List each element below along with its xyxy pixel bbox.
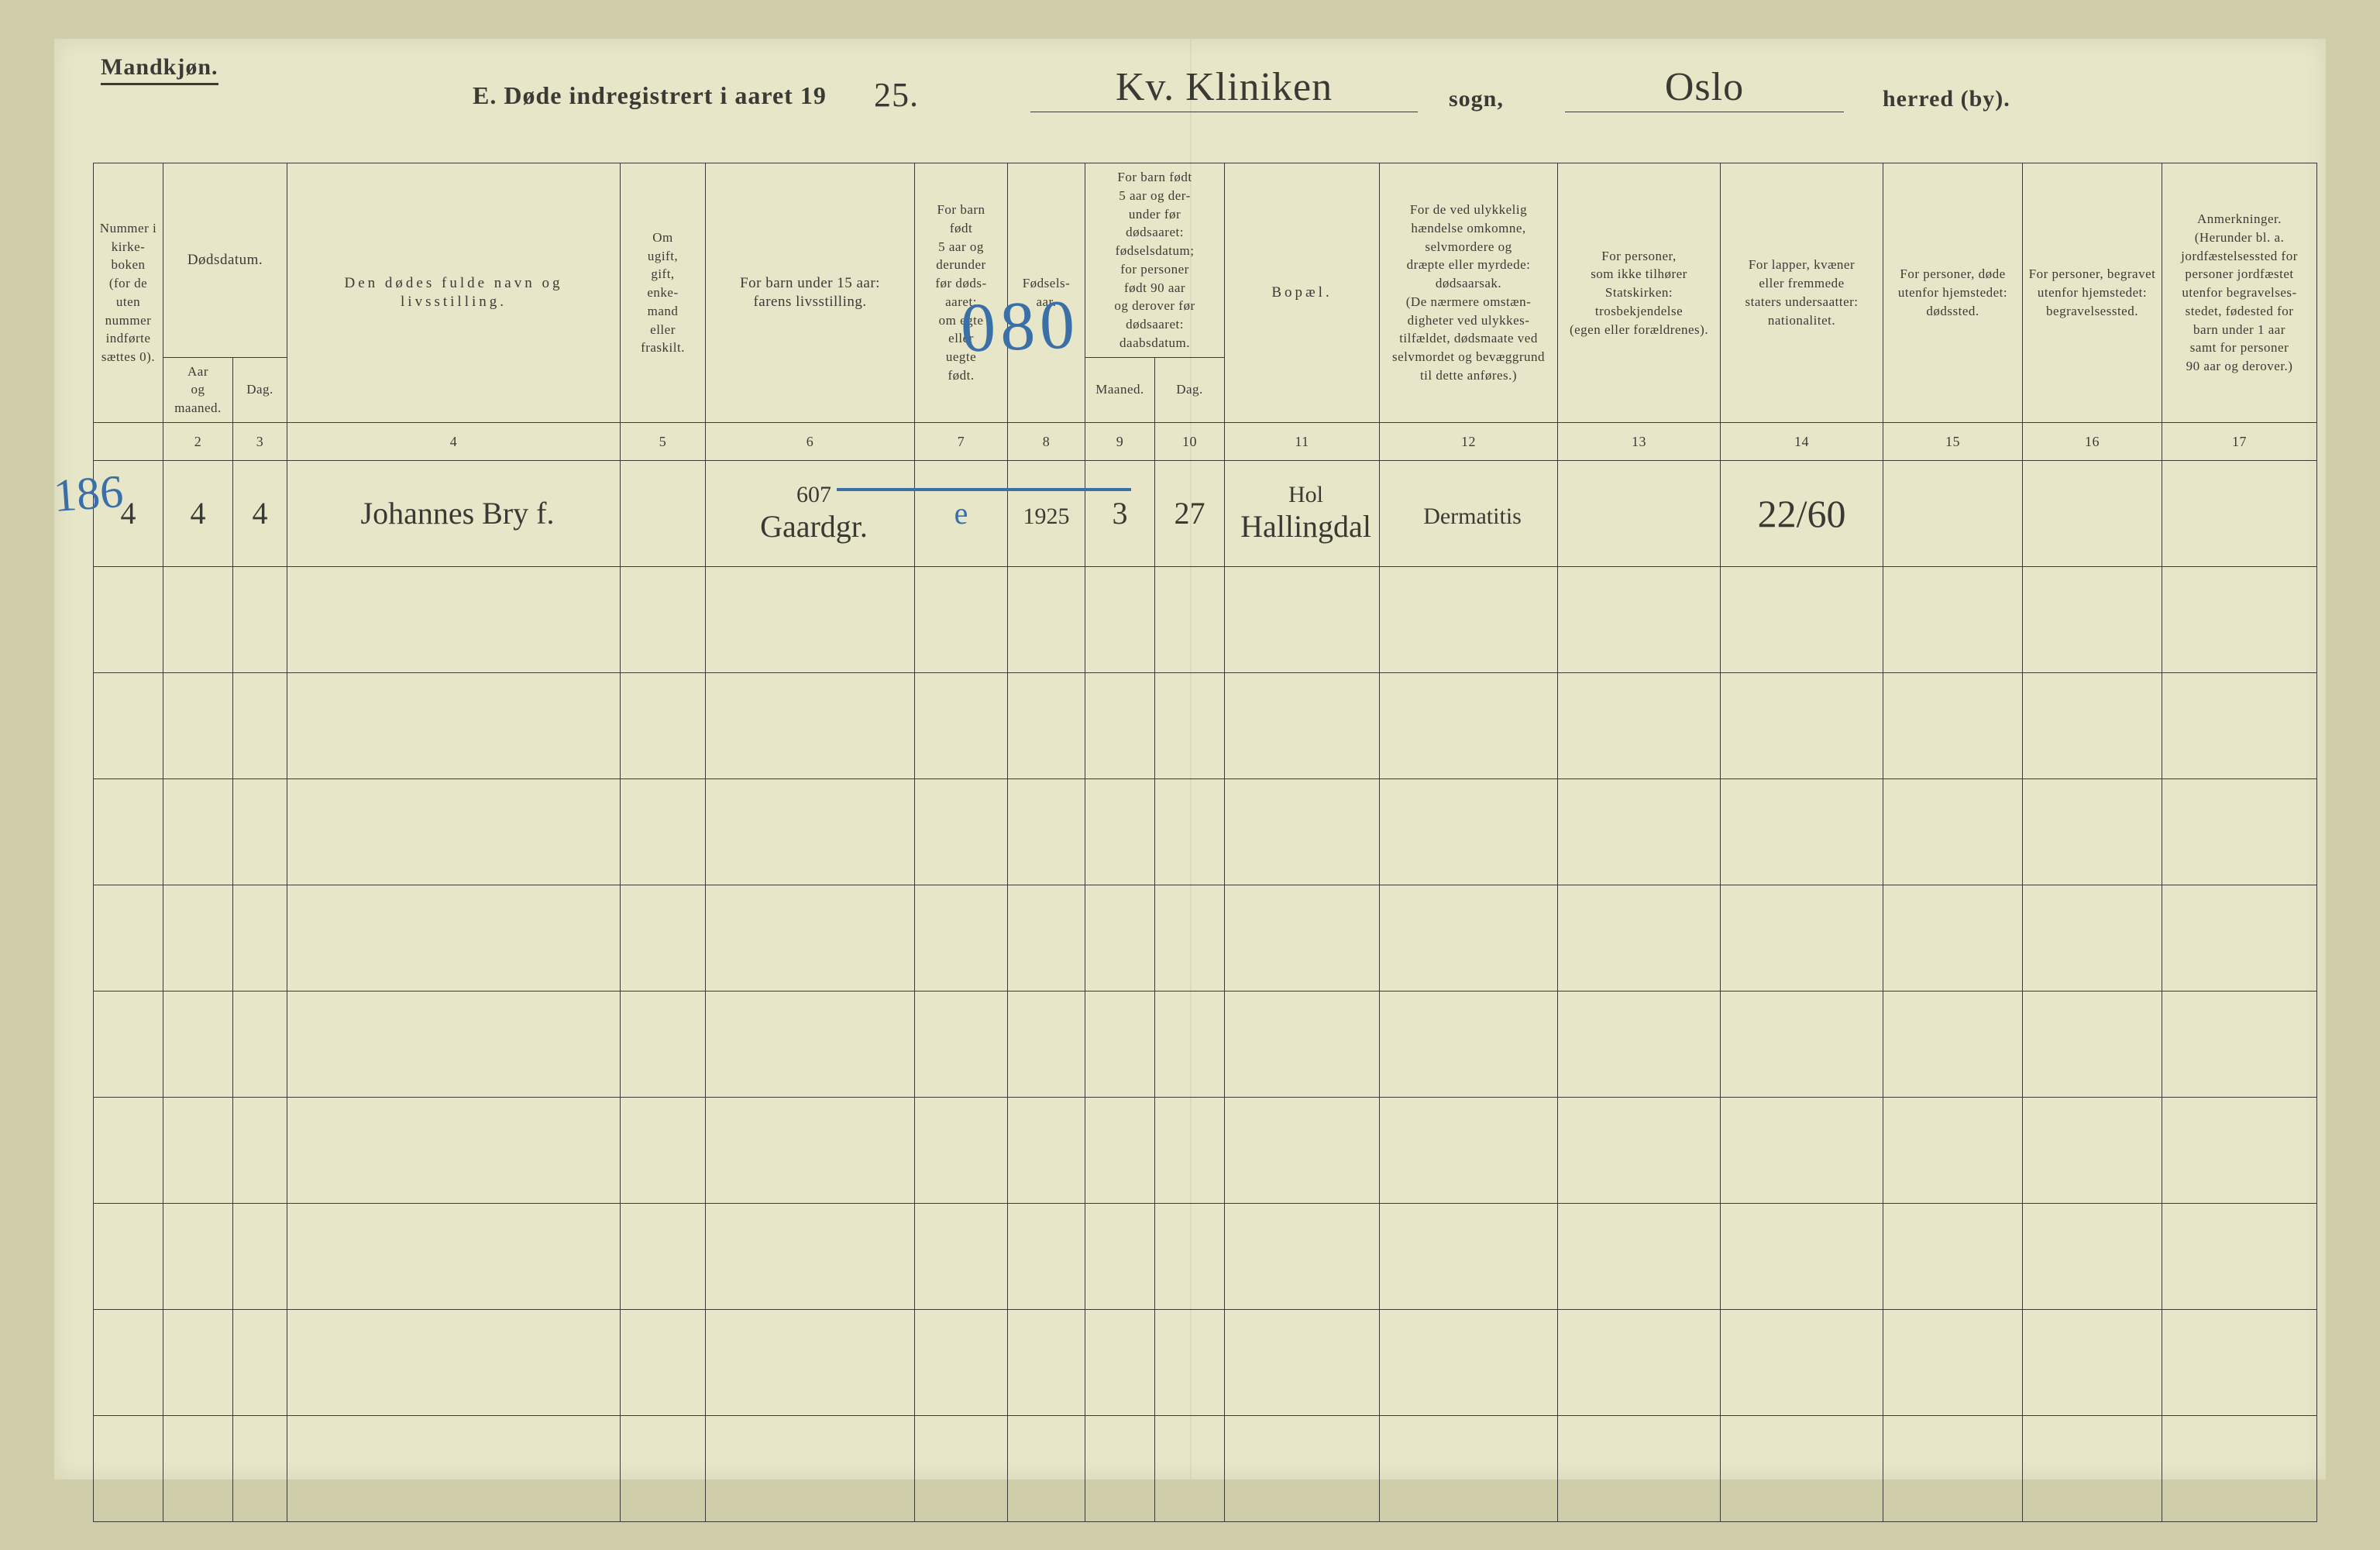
col-header-9a: Maaned. <box>1085 357 1155 422</box>
table-row <box>94 991 2317 1097</box>
colnum-5: 5 <box>621 422 706 460</box>
colnum-14: 14 <box>1721 422 1883 460</box>
table-row <box>94 672 2317 778</box>
sogn-label: sogn, <box>1449 86 1504 112</box>
column-number-row: 2 3 4 5 6 7 8 9 10 11 12 13 14 15 16 17 <box>94 422 2317 460</box>
title-print: E. Døde indregistrert i aaret 19 <box>473 81 827 110</box>
table-row <box>94 1309 2317 1415</box>
colnum-3: 3 <box>233 422 287 460</box>
title-year-handwritten: 25. <box>874 75 919 115</box>
col-header-16: For personer, begravetutenfor hjemstedet… <box>2023 163 2162 423</box>
cell-c10: 27 <box>1155 460 1225 566</box>
table-head: Nummer i kirke-boken(for de utennummer i… <box>94 163 2317 461</box>
colnum-4: 4 <box>287 422 621 460</box>
cell-c8: 1925 <box>1008 460 1085 566</box>
herred-label: herred (by). <box>1883 86 2010 112</box>
cell-c7: e <box>915 460 1008 566</box>
cell-c12: Dermatitis <box>1380 460 1558 566</box>
col-header-2b: Dag. <box>233 357 287 422</box>
colnum-13: 13 <box>1558 422 1721 460</box>
col-header-13: For personer,som ikke tilhørerStatskirke… <box>1558 163 1721 423</box>
table-wrap: 080 Nummer i kirke-boken(for de utennumm… <box>93 163 2293 1456</box>
col-header-1: Nummer i kirke-boken(for de utennummer i… <box>94 163 163 423</box>
table-body: 186 4 4 4 Johannes Bry f. 607 Gaardgr. e… <box>94 460 2317 1521</box>
col-header-6: For barn under 15 aar:farens livsstillin… <box>706 163 915 423</box>
cell-c14: 22/60 <box>1721 460 1883 566</box>
table-row <box>94 1097 2317 1203</box>
colnum-8: 8 <box>1008 422 1085 460</box>
cell-c13 <box>1558 460 1721 566</box>
cell-c2: 4 <box>163 460 233 566</box>
colnum-11: 11 <box>1225 422 1380 460</box>
col-header-4: Den dødes fulde navn og livsstilling. <box>287 163 621 423</box>
table-row <box>94 1203 2317 1309</box>
ledger-table: Nummer i kirke-boken(for de utennummer i… <box>93 163 2317 1522</box>
colnum-17: 17 <box>2162 422 2317 460</box>
cell-c3: 4 <box>233 460 287 566</box>
colnum-12: 12 <box>1380 422 1558 460</box>
colnum-16: 16 <box>2023 422 2162 460</box>
cell-c11: Hol Hallingdal <box>1225 460 1380 566</box>
col-header-12: For de ved ulykkelighændelse omkomne,sel… <box>1380 163 1558 423</box>
sogn-handwritten: Kv. Kliniken <box>1030 64 1418 112</box>
col-header-2a: Aarogmaaned. <box>163 357 233 422</box>
colnum-10: 10 <box>1155 422 1225 460</box>
col-header-14: For lapper, kvænereller fremmedestaters … <box>1721 163 1883 423</box>
colnum-2: 2 <box>163 422 233 460</box>
title-row: E. Døde indregistrert i aaret 19 25. Kv.… <box>54 81 2326 120</box>
herred-handwritten: Oslo <box>1565 64 1844 112</box>
overlay-blue-underline <box>837 488 1131 491</box>
page: Mandkjøn. E. Døde indregistrert i aaret … <box>54 39 2326 1480</box>
table-row <box>94 1415 2317 1521</box>
margin-number: 186 <box>52 465 126 523</box>
table-row <box>94 566 2317 672</box>
colnum-9: 9 <box>1085 422 1155 460</box>
cell-c16 <box>2023 460 2162 566</box>
col-header-9-top: For barn født5 aar og der-under førdødsa… <box>1085 163 1225 358</box>
colnum-7: 7 <box>915 422 1008 460</box>
colnum-1 <box>94 422 163 460</box>
cell-c15 <box>1883 460 2023 566</box>
cell-c9: 3 <box>1085 460 1155 566</box>
table-row <box>94 885 2317 991</box>
cell-c17 <box>2162 460 2317 566</box>
col-header-2-top: Dødsdatum. <box>163 163 287 358</box>
col-header-11: Bopæl. <box>1225 163 1380 423</box>
colnum-15: 15 <box>1883 422 2023 460</box>
cell-c5 <box>621 460 706 566</box>
col-header-15: For personer, dødeutenfor hjemstedet:død… <box>1883 163 2023 423</box>
cell-c6: 607 Gaardgr. <box>706 460 915 566</box>
table-row <box>94 778 2317 885</box>
header-mandkjon: Mandkjøn. <box>101 54 218 85</box>
cell-c1: 186 4 <box>94 460 163 566</box>
colnum-6: 6 <box>706 422 915 460</box>
col-header-9b: Dag. <box>1155 357 1225 422</box>
col-header-5: Omugift,gift,enke-mandellerfraskilt. <box>621 163 706 423</box>
overlay-blue-number: 080 <box>959 284 1081 368</box>
table-row: 186 4 4 4 Johannes Bry f. 607 Gaardgr. e… <box>94 460 2317 566</box>
col-header-17: Anmerkninger.(Herunder bl. a.jordfæstels… <box>2162 163 2317 423</box>
cell-c4: Johannes Bry f. <box>287 460 621 566</box>
